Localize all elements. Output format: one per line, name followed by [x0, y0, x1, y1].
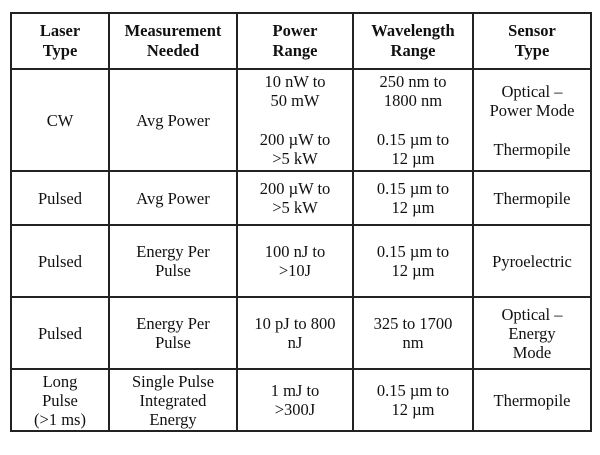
cell-measurement: Energy Per Pulse	[108, 224, 238, 298]
cell-line: nm	[402, 333, 424, 352]
cell-sensor-type: Optical – Energy Mode	[472, 296, 592, 370]
cell-line: Energy Per	[136, 314, 210, 333]
cell-laser-type: Pulsed	[10, 224, 110, 298]
header-measurement-needed: Measurement Needed	[108, 12, 238, 70]
cell-line: Pulse	[42, 390, 78, 410]
cell-laser-type: CW	[10, 68, 110, 172]
cell-line: 10 pJ to 800	[254, 314, 336, 333]
cell-line: 0.15 µm to	[376, 179, 450, 198]
table-row: Pulsed Energy Per Pulse 10 pJ to 800 nJ …	[10, 296, 592, 370]
cell-line: 12 µm	[391, 198, 435, 217]
cell-line: Avg Power	[136, 110, 210, 130]
cell-line: Long	[42, 371, 78, 391]
cell-line: Energy	[508, 323, 556, 343]
cell-line: Thermopile	[493, 390, 571, 410]
cell-line: >5 kW	[272, 149, 318, 168]
header-line: Power	[272, 21, 318, 40]
header-sensor-type: Sensor Type	[472, 12, 592, 70]
cell-measurement: Energy Per Pulse	[108, 296, 238, 370]
cell-line: Integrated	[139, 390, 207, 410]
cell-line: Single Pulse	[131, 371, 215, 391]
cell-line: Pulsed	[37, 251, 82, 271]
cell-line: 100 nJ to	[264, 242, 326, 261]
cell-line: 1800 nm	[383, 91, 443, 110]
cell-wavelength-range: 0.15 µm to 12 µm	[352, 368, 474, 432]
header-line: Range	[390, 41, 436, 60]
cell-line: 12 µm	[391, 400, 435, 419]
cell-line: Pulse	[155, 261, 191, 280]
cell-line: >300J	[274, 400, 316, 419]
cell-line: 200 µW to	[259, 179, 331, 198]
cell-line: 10 nW to	[264, 72, 326, 91]
table-row: CW Avg Power 10 nW to 50 mW 200 µW to >5…	[10, 68, 592, 172]
cell-line: 50 mW	[270, 91, 320, 110]
header-laser-type: Laser Type	[10, 12, 110, 70]
cell-sensor-type: Pyroelectric	[472, 224, 592, 298]
cell-sensor-type: Optical – Power Mode Thermopile	[472, 68, 592, 172]
cell-laser-type: Long Pulse (>1 ms)	[10, 368, 110, 432]
cell-line: 12 µm	[391, 261, 435, 280]
cell-line: Power Mode	[489, 100, 575, 120]
cell-sensor-type: Thermopile	[472, 368, 592, 432]
header-line: Laser	[39, 21, 81, 40]
table-row: Long Pulse (>1 ms) Single Pulse Integrat…	[10, 368, 592, 432]
header-power-range: Power Range	[236, 12, 354, 70]
cell-measurement: Avg Power	[108, 68, 238, 172]
table-row: Pulsed Avg Power 200 µW to >5 kW 0.15 µm…	[10, 170, 592, 226]
cell-line: Avg Power	[136, 188, 210, 208]
cell-line: >10J	[278, 261, 312, 280]
cell-power-range: 200 µW to >5 kW	[236, 170, 354, 226]
cell-wavelength-range: 250 nm to 1800 nm 0.15 µm to 12 µm	[352, 68, 474, 172]
cell-line: Pyroelectric	[492, 251, 572, 271]
laser-sensor-table: Laser Type Measurement Needed Power Rang…	[10, 12, 592, 432]
cell-wavelength-range: 0.15 µm to 12 µm	[352, 170, 474, 226]
cell-measurement: Single Pulse Integrated Energy	[108, 368, 238, 432]
cell-line: 12 µm	[391, 149, 435, 168]
header-line: Measurement	[124, 21, 222, 40]
cell-line: (>1 ms)	[34, 409, 86, 429]
cell-wavelength-range: 325 to 1700 nm	[352, 296, 474, 370]
cell-line: Optical –	[501, 304, 563, 324]
header-line: Sensor	[508, 21, 556, 40]
cell-power-range: 10 nW to 50 mW 200 µW to >5 kW	[236, 68, 354, 172]
cell-line: Energy Per	[136, 242, 210, 261]
cell-line: Pulse	[155, 333, 191, 352]
cell-line: CW	[46, 110, 74, 130]
cell-power-range: 1 mJ to >300J	[236, 368, 354, 432]
cell-sensor-type: Thermopile	[472, 170, 592, 226]
cell-line: nJ	[287, 333, 303, 352]
cell-laser-type: Pulsed	[10, 296, 110, 370]
cell-line: 325 to 1700	[373, 314, 453, 333]
cell-laser-type: Pulsed	[10, 170, 110, 226]
cell-line: 200 µW to	[259, 130, 331, 149]
cell-line: Optical –	[501, 81, 563, 101]
cell-power-range: 100 nJ to >10J	[236, 224, 354, 298]
cell-line: Pulsed	[37, 323, 82, 343]
cell-line: 0.15 µm to	[376, 130, 450, 149]
cell-line: >5 kW	[272, 198, 318, 217]
cell-line: 250 nm to	[379, 72, 447, 91]
table-header-row: Laser Type Measurement Needed Power Rang…	[10, 12, 592, 70]
header-line: Wavelength	[371, 21, 455, 40]
cell-line: Pulsed	[37, 188, 82, 208]
cell-line: 1 mJ to	[270, 381, 320, 400]
cell-line: Energy	[149, 409, 197, 429]
cell-line: Mode	[512, 342, 552, 362]
cell-wavelength-range: 0.15 µm to 12 µm	[352, 224, 474, 298]
cell-measurement: Avg Power	[108, 170, 238, 226]
cell-line: 0.15 µm to	[376, 242, 450, 261]
header-line: Range	[272, 41, 318, 60]
cell-power-range: 10 pJ to 800 nJ	[236, 296, 354, 370]
header-line: Type	[42, 41, 78, 60]
cell-line: Thermopile	[493, 188, 571, 208]
cell-line: Thermopile	[493, 139, 571, 159]
header-wavelength-range: Wavelength Range	[352, 12, 474, 70]
header-line: Type	[514, 41, 550, 60]
cell-line: 0.15 µm to	[376, 381, 450, 400]
table-row: Pulsed Energy Per Pulse 100 nJ to >10J 0…	[10, 224, 592, 298]
header-line: Needed	[146, 41, 200, 60]
